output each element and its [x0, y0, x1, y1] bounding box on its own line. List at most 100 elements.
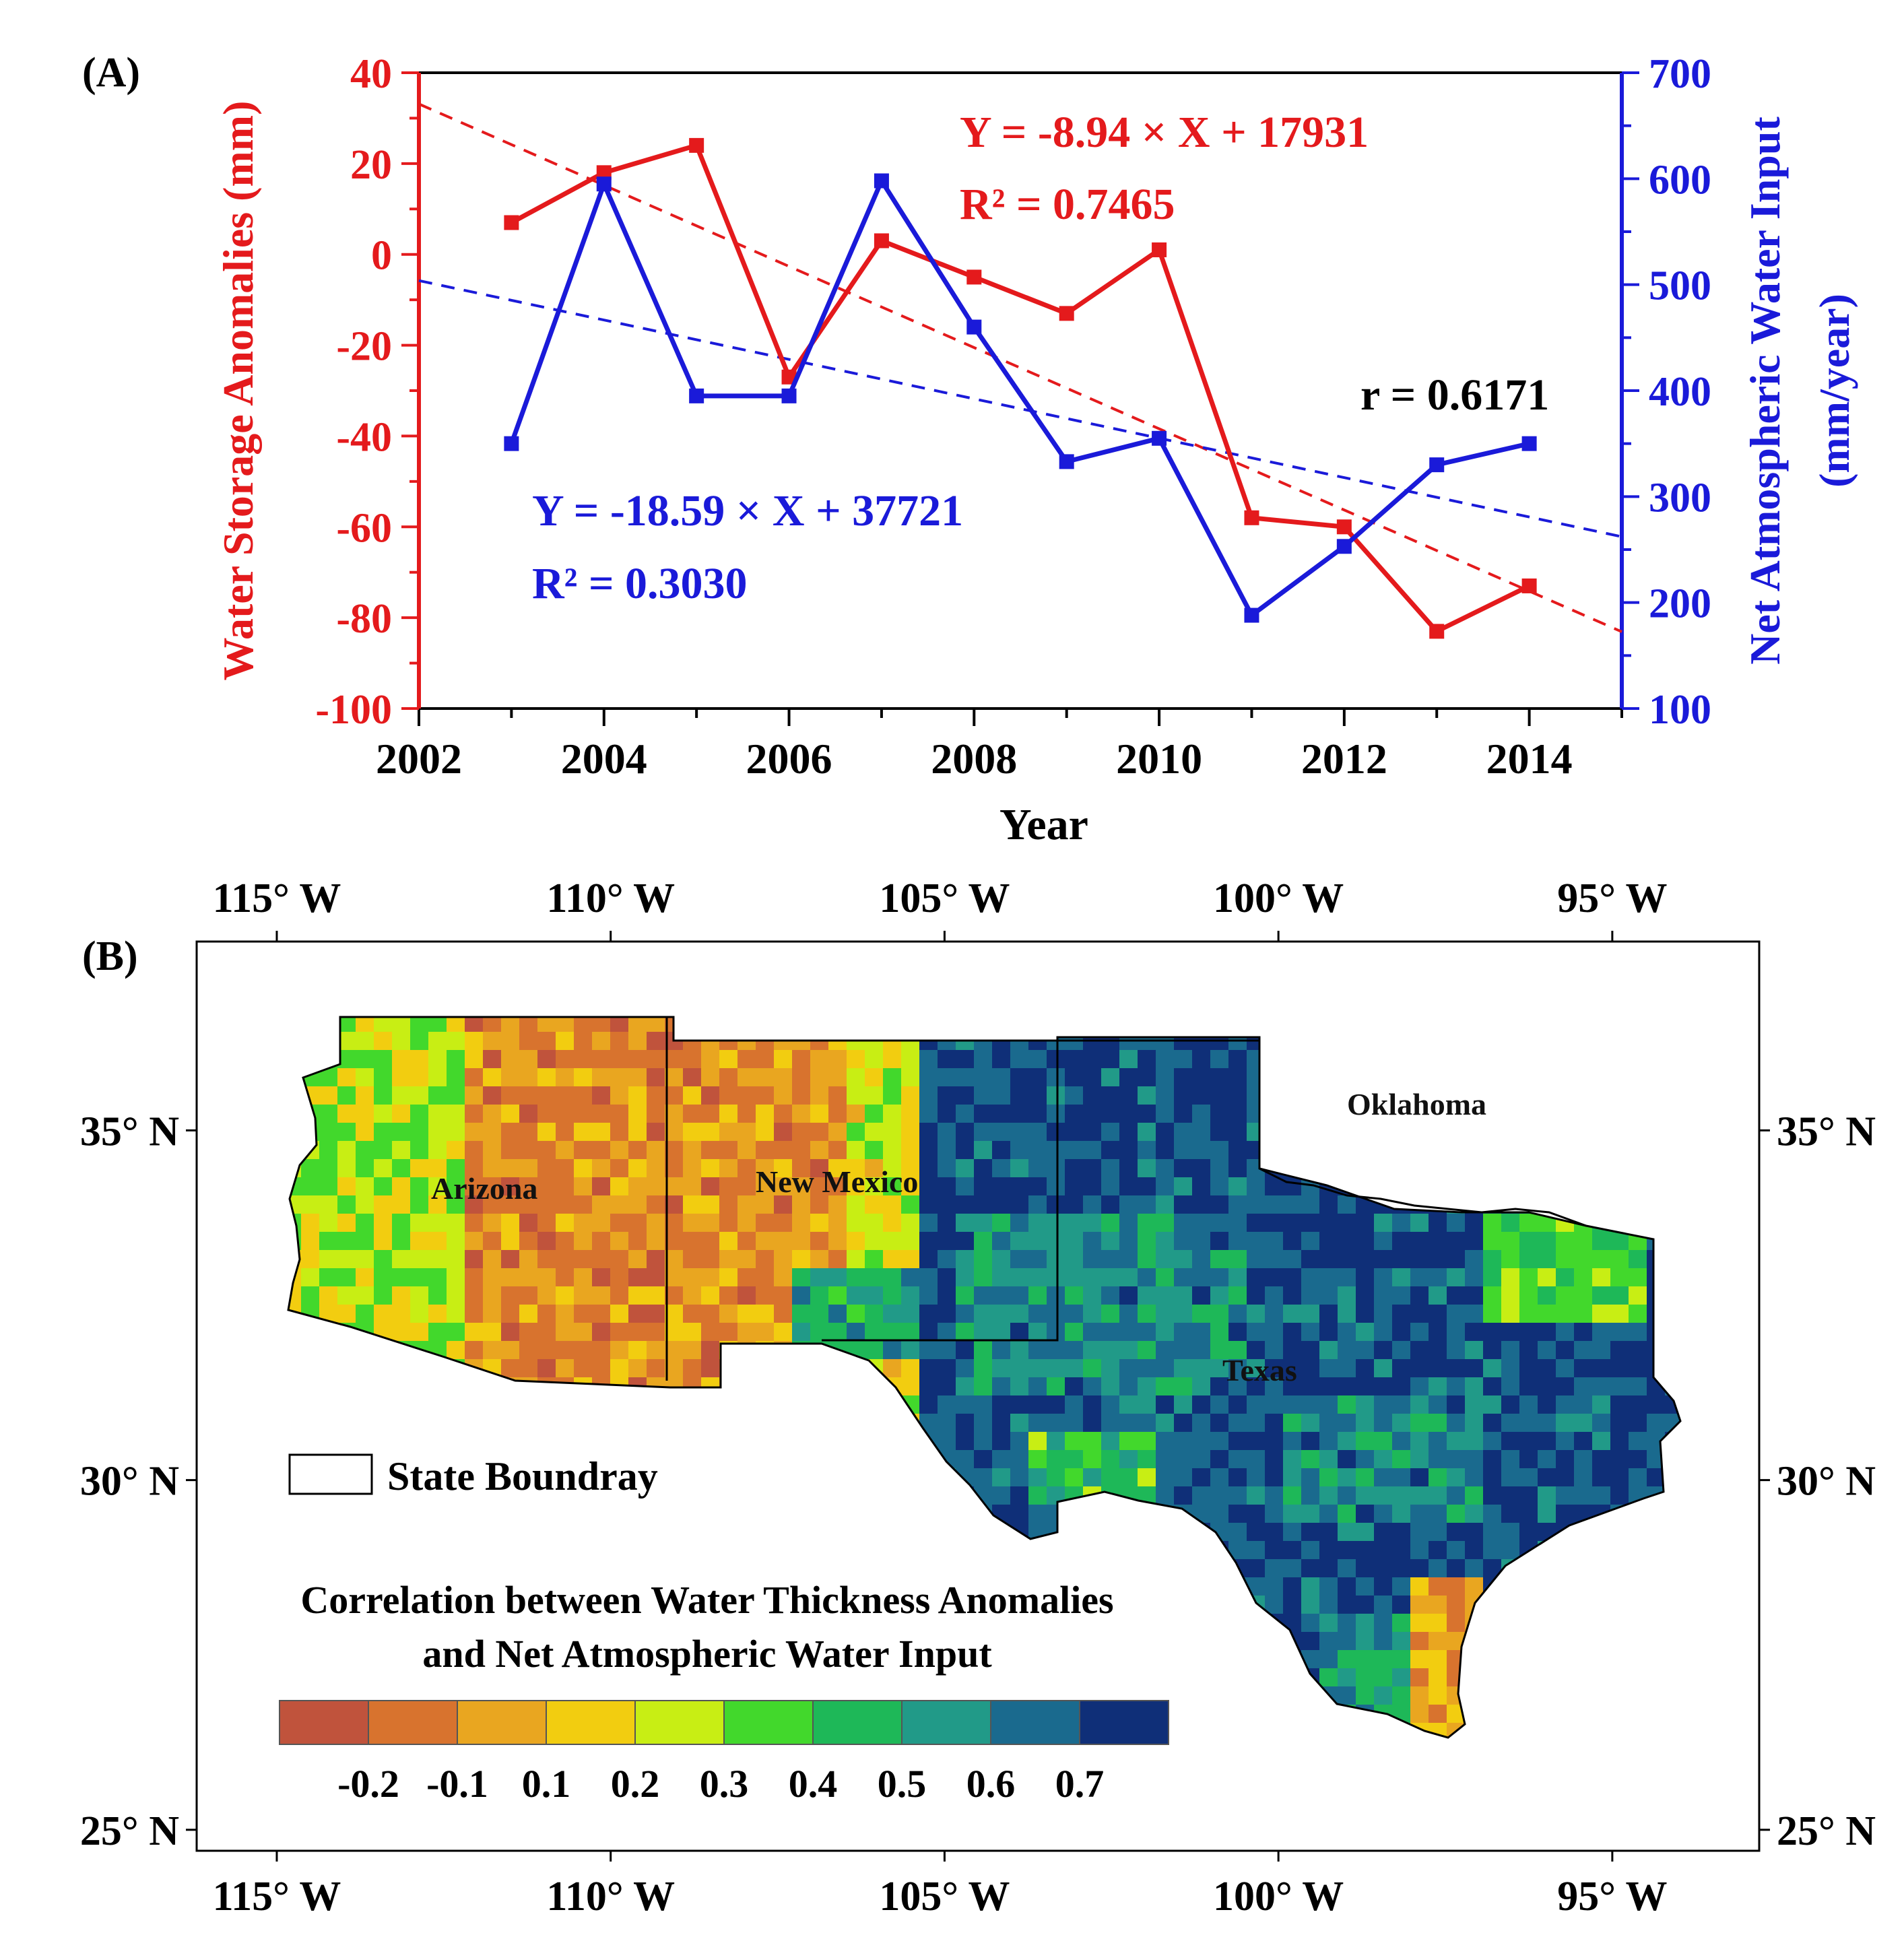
raster-cell — [647, 1123, 665, 1142]
raster-cell — [1101, 1086, 1120, 1105]
raster-cell — [883, 1141, 902, 1160]
raster-cell — [519, 1305, 538, 1323]
raster-cell — [1156, 1305, 1175, 1323]
raster-cell — [1410, 1596, 1429, 1614]
raster-cell — [1228, 1468, 1247, 1487]
raster-cell — [483, 1032, 502, 1051]
net-water-input-marker — [966, 319, 982, 335]
raster-cell — [628, 1141, 647, 1160]
raster-cell — [392, 1105, 411, 1123]
raster-cell — [1065, 1432, 1084, 1451]
raster-cell — [1028, 1359, 1047, 1378]
raster-cell — [537, 1268, 556, 1287]
raster-cell — [1083, 1305, 1102, 1323]
raster-cell — [1374, 1305, 1393, 1323]
raster-cell — [1301, 1268, 1320, 1287]
raster-cell — [501, 1105, 520, 1123]
raster-cell — [1610, 1468, 1629, 1487]
raster-cell — [938, 1214, 956, 1233]
raster-cell — [1265, 1359, 1284, 1378]
raster-cell — [919, 1359, 938, 1378]
raster-cell — [1447, 1305, 1466, 1323]
raster-cell — [1301, 1577, 1320, 1596]
raster-cell — [810, 1177, 829, 1196]
raster-cell — [1283, 1596, 1302, 1614]
raster-cell — [1447, 1250, 1466, 1269]
raster-cell — [1047, 1468, 1065, 1487]
raster-cell — [1374, 1286, 1393, 1305]
raster-cell — [810, 1123, 829, 1142]
raster-cell — [537, 1305, 556, 1323]
raster-cell — [556, 1195, 575, 1214]
raster-cell — [737, 1323, 756, 1342]
raster-cell — [901, 1177, 920, 1196]
raster-cell — [1483, 1486, 1502, 1505]
raster-cell — [519, 1195, 538, 1214]
raster-cell — [501, 1141, 520, 1160]
raster-cell — [792, 1305, 811, 1323]
raster-cell — [1101, 1323, 1120, 1342]
raster-cell — [356, 1105, 374, 1123]
raster-cell — [919, 1159, 938, 1178]
raster-cell — [1356, 1596, 1375, 1614]
raster-cell — [737, 1214, 756, 1233]
raster-cell — [847, 1232, 865, 1251]
raster-cell — [701, 1250, 720, 1269]
raster-cell — [1228, 1195, 1247, 1214]
raster-cell — [1483, 1414, 1502, 1433]
raster-cell — [628, 1268, 647, 1287]
raster-cell — [1047, 1177, 1065, 1196]
raster-cell — [1610, 1432, 1629, 1451]
raster-cell — [1556, 1323, 1575, 1342]
raster-cell — [1447, 1486, 1466, 1505]
x-tick-label: 2006 — [746, 735, 832, 783]
raster-cell — [1465, 1341, 1484, 1360]
raster-cell — [1028, 1395, 1047, 1414]
raster-cell — [374, 1017, 393, 1032]
raster-cell — [1065, 1105, 1084, 1123]
raster-cell — [1028, 1123, 1047, 1142]
raster-cell — [1410, 1414, 1429, 1433]
lon-label-bottom: 105° W — [879, 1874, 1010, 1919]
raster-cell — [847, 1159, 865, 1178]
raster-cell — [737, 1141, 756, 1160]
raster-cell — [1010, 1177, 1029, 1196]
raster-cell — [683, 1050, 702, 1069]
raster-cell — [1028, 1159, 1047, 1178]
raster-cell — [392, 1123, 411, 1142]
raster-cell — [501, 1050, 520, 1069]
raster-cell — [792, 1141, 811, 1160]
raster-cell — [1265, 1559, 1284, 1578]
raster-cell — [683, 1123, 702, 1142]
raster-cell — [1629, 1377, 1647, 1396]
raster-cell — [519, 1341, 538, 1360]
raster-cell — [1210, 1214, 1229, 1233]
raster-cell — [1556, 1432, 1575, 1451]
raster-cell — [1465, 1395, 1484, 1414]
raster-cell — [828, 1050, 847, 1069]
raster-cell — [519, 1323, 538, 1342]
raster-cell — [1228, 1159, 1247, 1178]
raster-cell — [1028, 1468, 1047, 1487]
raster-cell — [1192, 1105, 1211, 1123]
raster-cell — [956, 1050, 975, 1069]
raster-cell — [1501, 1341, 1520, 1360]
raster-cell — [1519, 1468, 1538, 1487]
raster-cell — [1301, 1377, 1320, 1396]
raster-cell — [1247, 1468, 1266, 1487]
raster-cell — [1065, 1159, 1084, 1178]
raster-cell — [1429, 1323, 1447, 1342]
raster-cell — [1483, 1377, 1502, 1396]
raster-cell — [847, 1305, 865, 1323]
raster-cell — [919, 1323, 938, 1342]
raster-cell — [1574, 1305, 1593, 1323]
raster-cell — [1319, 1323, 1338, 1342]
raster-cell — [1447, 1450, 1466, 1469]
raster-cell — [1356, 1395, 1375, 1414]
raster-cell — [974, 1068, 993, 1087]
raster-cell — [410, 1159, 429, 1178]
raster-cell — [574, 1232, 593, 1251]
red-river-boundary — [1259, 1167, 1587, 1227]
raster-cell — [974, 1105, 993, 1123]
raster-cell — [938, 1123, 956, 1142]
